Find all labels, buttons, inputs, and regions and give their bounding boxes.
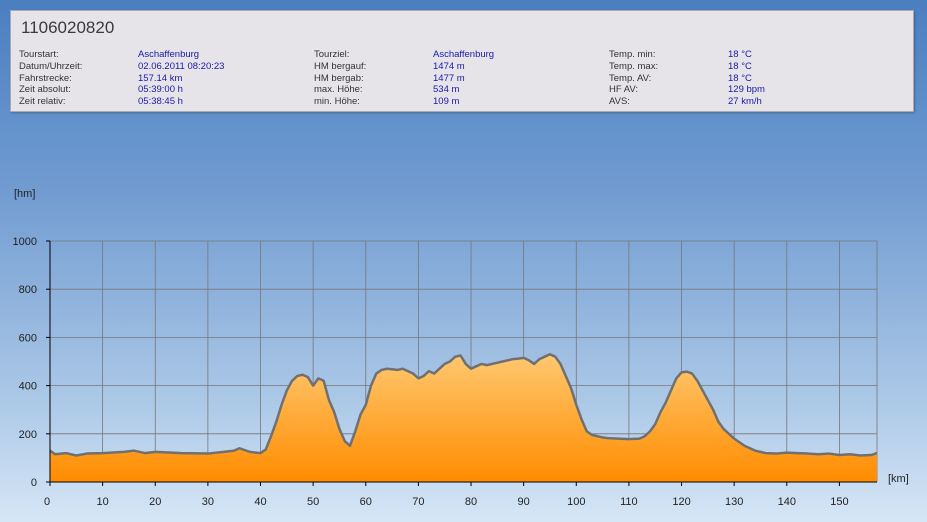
x-tick-label: 140 [778,496,796,508]
info-label: Datum/Uhrzeit: [19,60,83,72]
info-value: 18 °C [728,72,752,84]
x-tick-label: 90 [518,496,530,508]
x-tick-label: 0 [44,496,50,508]
info-label: Zeit absolut: [19,84,71,96]
info-label: min. Höhe: [314,96,360,108]
info-value: 05:38:45 h [138,96,183,108]
info-value: 27 km/h [728,96,762,108]
info-label: Tourziel: [314,49,350,60]
y-tick-label: 600 [19,332,37,344]
y-tick-label: 0 [31,477,37,489]
x-tick-label: 70 [412,496,424,508]
info-label: HM bergab: [314,72,364,84]
x-tick-label: 80 [465,496,477,508]
y-axis-label: [hm] [14,188,35,200]
info-value: Aschaffenburg [433,49,495,60]
info-label: HM bergauf: [314,60,367,72]
x-axis-label: [km] [888,473,909,485]
x-tick-label: 30 [202,496,214,508]
info-label: max. Höhe: [314,84,363,96]
trip-info-panel: 1106020820 Tourstart: Aschaffenburg Datu… [10,10,914,112]
tick-labels: 0 200 400 600 800 1000 0 10 20 30 40 50 60 70 80 90 100 1… [13,236,849,508]
info-value: 02.06.2011 08:20:23 [138,60,225,72]
x-tick-label: 40 [254,496,266,508]
info-label: Temp. max: [609,60,659,72]
y-tick-label: 800 [19,284,37,296]
trip-title: 1106020820 [21,18,115,37]
info-value: 18 °C [728,60,752,72]
x-tick-label: 110 [620,496,638,508]
x-tick-label: 150 [830,496,848,508]
info-value: 1477 m [433,72,465,84]
y-tick-label: 1000 [13,236,37,248]
info-value: 05:39:00 h [138,84,183,96]
info-value: 109 m [433,96,460,108]
y-tick-label: 200 [19,429,37,441]
x-tick-label: 20 [149,496,161,508]
x-tick-label: 10 [97,496,109,508]
info-label: Zeit relativ: [19,96,66,108]
info-value: Aschaffenburg [138,49,200,60]
info-label: Tourstart: [19,49,59,60]
x-tick-label: 50 [307,496,319,508]
info-label: Temp. AV: [609,72,652,84]
info-value: 534 m [433,84,460,96]
elevation-line [49,353,878,457]
info-value: 157.14 km [138,72,183,84]
info-value: 129 bpm [728,84,765,96]
y-tick-label: 400 [19,381,37,393]
info-label: Temp. min: [609,49,656,60]
info-value: 18 °C [728,49,752,60]
info-value: 1474 m [433,60,465,72]
elevation-area [50,354,877,482]
axes [49,241,877,484]
info-label: HF AV: [609,84,639,96]
x-tick-label: 130 [725,496,743,508]
x-tick-label: 100 [567,496,585,508]
info-label: Fahrstrecke: [19,72,72,84]
x-tick-label: 120 [672,496,690,508]
info-label: AVS: [609,96,630,108]
x-tick-label: 60 [360,496,372,508]
